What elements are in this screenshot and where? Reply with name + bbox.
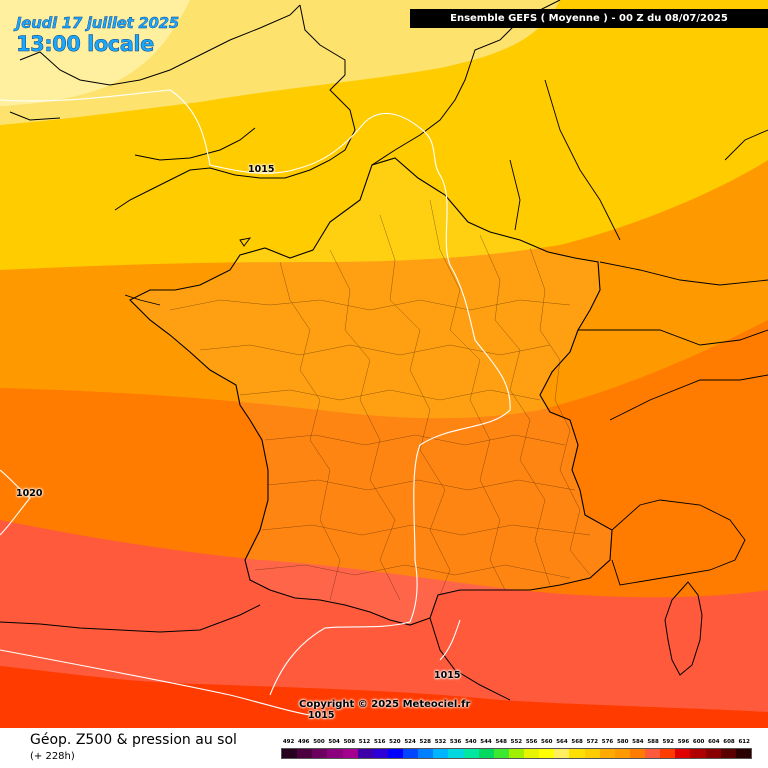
legend-swatch: [584, 749, 600, 758]
east-borders: [509, 79, 768, 586]
legend-labels: 492 496 500 504 508 512 516 520 524 528 532 536 540 5…: [281, 737, 752, 747]
isobar-label-1015-se: 1015: [434, 670, 461, 681]
legend-swatch: [463, 749, 479, 758]
legend-label: 524: [404, 739, 416, 745]
legend-swatch: [282, 749, 298, 758]
footer-subtitle: (+ 228h): [30, 751, 75, 762]
legend-label: 504: [328, 739, 340, 745]
legend-label: 492: [282, 739, 295, 745]
legend-label: 600: [692, 739, 705, 745]
legend-label: 588: [647, 739, 659, 745]
legend-swatch: [297, 749, 313, 758]
legend-swatch: [569, 749, 585, 758]
legend-swatch: [675, 749, 691, 758]
isobars: [0, 89, 511, 716]
isobar-label-1015-south: 1015: [308, 710, 335, 721]
legend-label: 544: [480, 739, 492, 745]
legend-swatch: [448, 749, 464, 758]
legend-swatch: [690, 749, 706, 758]
legend-label: 540: [465, 739, 477, 745]
britain-coast: [9, 4, 356, 211]
legend-swatch: [720, 749, 736, 758]
legend-swatch: [357, 749, 373, 758]
legend-swatch: [327, 749, 343, 758]
legend-swatch: [508, 749, 524, 758]
legend-label: 500: [313, 739, 325, 745]
legend-label: 496: [298, 739, 310, 745]
legend-swatch: [312, 749, 328, 758]
legend-swatch: [539, 749, 555, 758]
legend-label: 596: [677, 739, 690, 745]
legend-swatch: [660, 749, 676, 758]
footer: Géop. Z500 & pression au sol (+ 228h) 49…: [0, 728, 768, 768]
legend-swatch: [599, 749, 615, 758]
footer-title: Géop. Z500 & pression au sol: [30, 732, 237, 748]
legend-label: 608: [723, 739, 735, 745]
legend-label: 508: [343, 739, 356, 745]
legend-label: 584: [632, 739, 644, 745]
legend-swatch: [403, 749, 419, 758]
run-header: Ensemble GEFS ( Moyenne ) - 00 Z du 08/0…: [410, 9, 768, 28]
copyright: Copyright © 2025 Meteociel.fr: [299, 699, 471, 710]
isobar-se: [439, 619, 461, 661]
spain-coast: [0, 604, 511, 701]
legend-label: 516: [373, 739, 386, 745]
department-borders: [169, 199, 591, 601]
legend-label: 580: [616, 739, 629, 745]
legend-label: 520: [389, 739, 401, 745]
legend-swatch: [387, 749, 403, 758]
legend-swatch: [342, 749, 358, 758]
legend-label: 548: [495, 739, 507, 745]
isobar-label-1015-north: 1015: [248, 164, 275, 175]
legend-label: 512: [358, 739, 371, 745]
legend-label: 532: [434, 739, 447, 745]
isobar-south: [0, 649, 311, 716]
legend-swatch: [614, 749, 630, 758]
legend-swatch: [629, 749, 645, 758]
geopotential-map: [0, 0, 768, 728]
legend-swatch: [524, 749, 540, 758]
legend-label: 556: [525, 739, 538, 745]
forecast-date: Jeudi 17 juillet 2025: [16, 14, 180, 32]
legend-label: 564: [556, 739, 568, 745]
legend-label: 572: [586, 739, 599, 745]
band-556: [0, 0, 190, 106]
legend-swatch: [418, 749, 434, 758]
legend-swatch: [433, 749, 449, 758]
legend-label: 560: [541, 739, 553, 745]
legend-label: 528: [419, 739, 432, 745]
legend-swatch: [554, 749, 570, 758]
legend-label: 552: [510, 739, 523, 745]
legend-swatch: [705, 749, 721, 758]
legend-label: 612: [738, 739, 750, 745]
legend-swatch: [493, 749, 509, 758]
isobar-north: [0, 89, 511, 696]
legend-swatch: [645, 749, 661, 758]
brittany-coast: [124, 237, 252, 306]
legend-swatch: [372, 749, 388, 758]
forecast-time: 13:00 locale: [16, 32, 155, 57]
corsica: [664, 581, 703, 676]
legend-swatch: [735, 749, 751, 758]
legend-label: 568: [571, 739, 583, 745]
color-legend: [281, 748, 752, 759]
legend-label: 536: [449, 739, 462, 745]
france-shade: [129, 157, 613, 626]
legend-label: 604: [708, 739, 720, 745]
legend-label: 576: [601, 739, 614, 745]
isobar-west: [0, 469, 31, 536]
legend-label: 592: [662, 739, 675, 745]
isobar-label-1020: 1020: [16, 488, 43, 499]
legend-swatch: [478, 749, 494, 758]
